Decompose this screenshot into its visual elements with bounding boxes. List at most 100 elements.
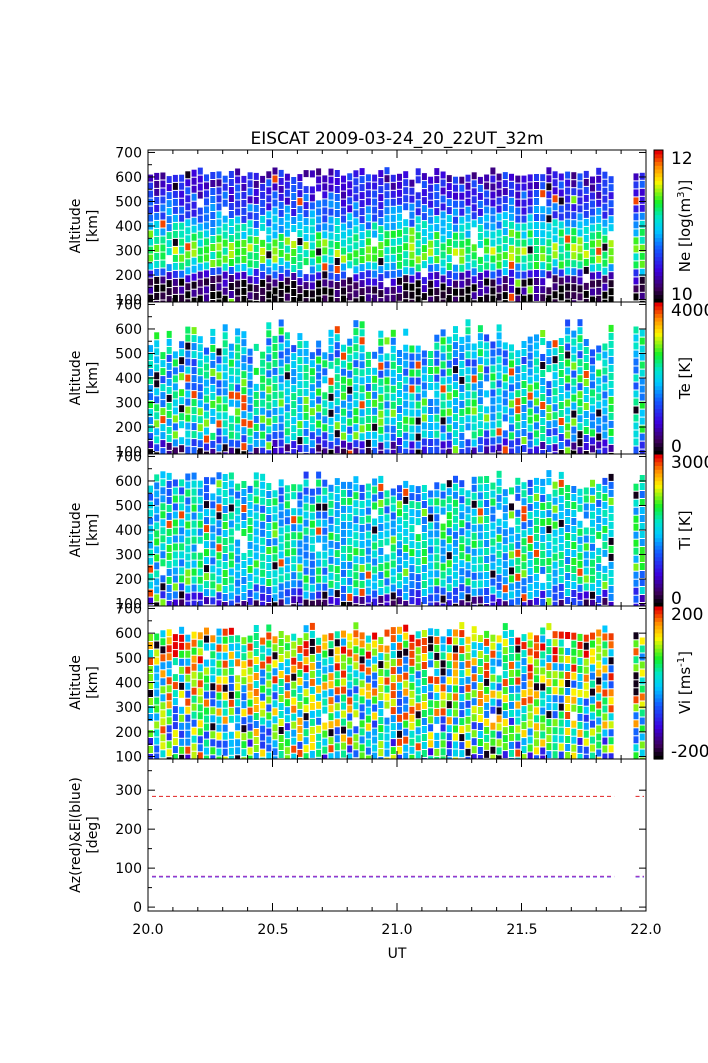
data-cell — [515, 207, 521, 215]
data-cell — [191, 241, 197, 249]
data-cell — [148, 385, 153, 393]
data-cell — [322, 642, 328, 650]
data-cell — [284, 699, 290, 707]
data-cell — [453, 334, 458, 342]
data-cell — [341, 742, 346, 750]
data-cell — [459, 200, 465, 208]
data-cell — [639, 483, 645, 490]
data-cell — [278, 535, 284, 543]
data-cell — [284, 509, 290, 517]
data-cell — [210, 691, 216, 699]
data-cell — [154, 252, 160, 260]
data-cell — [534, 493, 539, 501]
data-cell — [278, 169, 284, 177]
data-cell — [154, 737, 160, 745]
data-cell — [465, 423, 471, 431]
data-cell — [191, 687, 197, 695]
data-cell — [596, 361, 602, 369]
data-cell — [384, 749, 390, 757]
data-cell — [471, 548, 477, 556]
data-cell — [222, 692, 228, 700]
data-cell — [228, 592, 234, 600]
data-cell — [390, 385, 396, 393]
data-cell — [440, 724, 446, 732]
data-cell — [278, 367, 284, 375]
data-cell — [378, 475, 384, 483]
data-cell — [228, 203, 234, 210]
data-cell — [328, 508, 334, 516]
data-cell — [372, 214, 378, 222]
data-cell — [534, 206, 539, 213]
data-cell — [558, 418, 564, 425]
colorbar-swatch — [654, 184, 663, 189]
data-cell — [509, 629, 514, 637]
data-cell — [409, 417, 415, 425]
data-cell — [434, 176, 440, 184]
data-cell — [453, 350, 458, 358]
data-cell — [316, 444, 322, 452]
data-cell — [509, 503, 514, 511]
data-cell — [148, 417, 153, 425]
data-cell — [459, 256, 465, 264]
data-cell — [527, 479, 533, 487]
data-cell — [284, 651, 290, 659]
data-cell — [608, 444, 614, 452]
data-cell — [502, 374, 508, 382]
data-cell — [397, 658, 402, 666]
data-cell — [204, 533, 209, 541]
data-cell — [303, 452, 309, 454]
data-cell — [241, 279, 247, 287]
data-cell — [583, 503, 589, 511]
data-cell — [534, 581, 539, 589]
data-cell — [204, 485, 209, 493]
data-cell — [453, 523, 458, 531]
data-cell — [434, 382, 440, 390]
data-cell — [241, 637, 247, 645]
data-cell — [172, 666, 178, 674]
data-cell — [222, 199, 228, 207]
data-cell — [160, 694, 166, 702]
heatmap-cells — [148, 622, 645, 759]
data-cell — [440, 259, 446, 267]
data-cell — [502, 228, 508, 236]
data-cell — [328, 548, 334, 556]
data-cell — [409, 642, 415, 650]
data-cell — [515, 295, 521, 302]
data-cell — [222, 380, 228, 388]
data-cell — [284, 277, 290, 285]
data-cell — [359, 272, 365, 280]
data-cell — [316, 551, 322, 559]
data-cell — [222, 644, 228, 652]
data-cell — [577, 552, 583, 560]
data-cell — [291, 201, 297, 208]
data-cell — [359, 548, 365, 556]
data-cell — [341, 231, 346, 239]
data-cell — [390, 361, 396, 369]
data-cell — [347, 673, 353, 681]
data-cell — [540, 574, 546, 582]
data-cell — [390, 441, 396, 449]
data-cell — [216, 644, 222, 652]
data-cell — [477, 325, 483, 333]
data-cell — [583, 443, 589, 450]
data-cell — [359, 200, 365, 208]
data-cell — [633, 326, 639, 334]
data-cell — [409, 509, 415, 517]
data-cell — [384, 522, 390, 530]
data-cell — [428, 668, 434, 676]
data-cell — [365, 262, 371, 270]
data-cell — [291, 572, 297, 580]
data-cell — [471, 212, 477, 220]
data-cell — [216, 544, 222, 552]
data-cell — [490, 215, 496, 223]
data-cell — [583, 363, 589, 370]
data-cell — [303, 444, 309, 452]
data-cell — [397, 253, 402, 261]
data-cell — [260, 537, 266, 545]
data-cell — [328, 288, 334, 296]
data-cell — [378, 266, 384, 274]
data-cell — [596, 345, 602, 353]
data-cell — [266, 418, 272, 426]
data-cell — [353, 360, 359, 368]
data-cell — [372, 664, 378, 672]
